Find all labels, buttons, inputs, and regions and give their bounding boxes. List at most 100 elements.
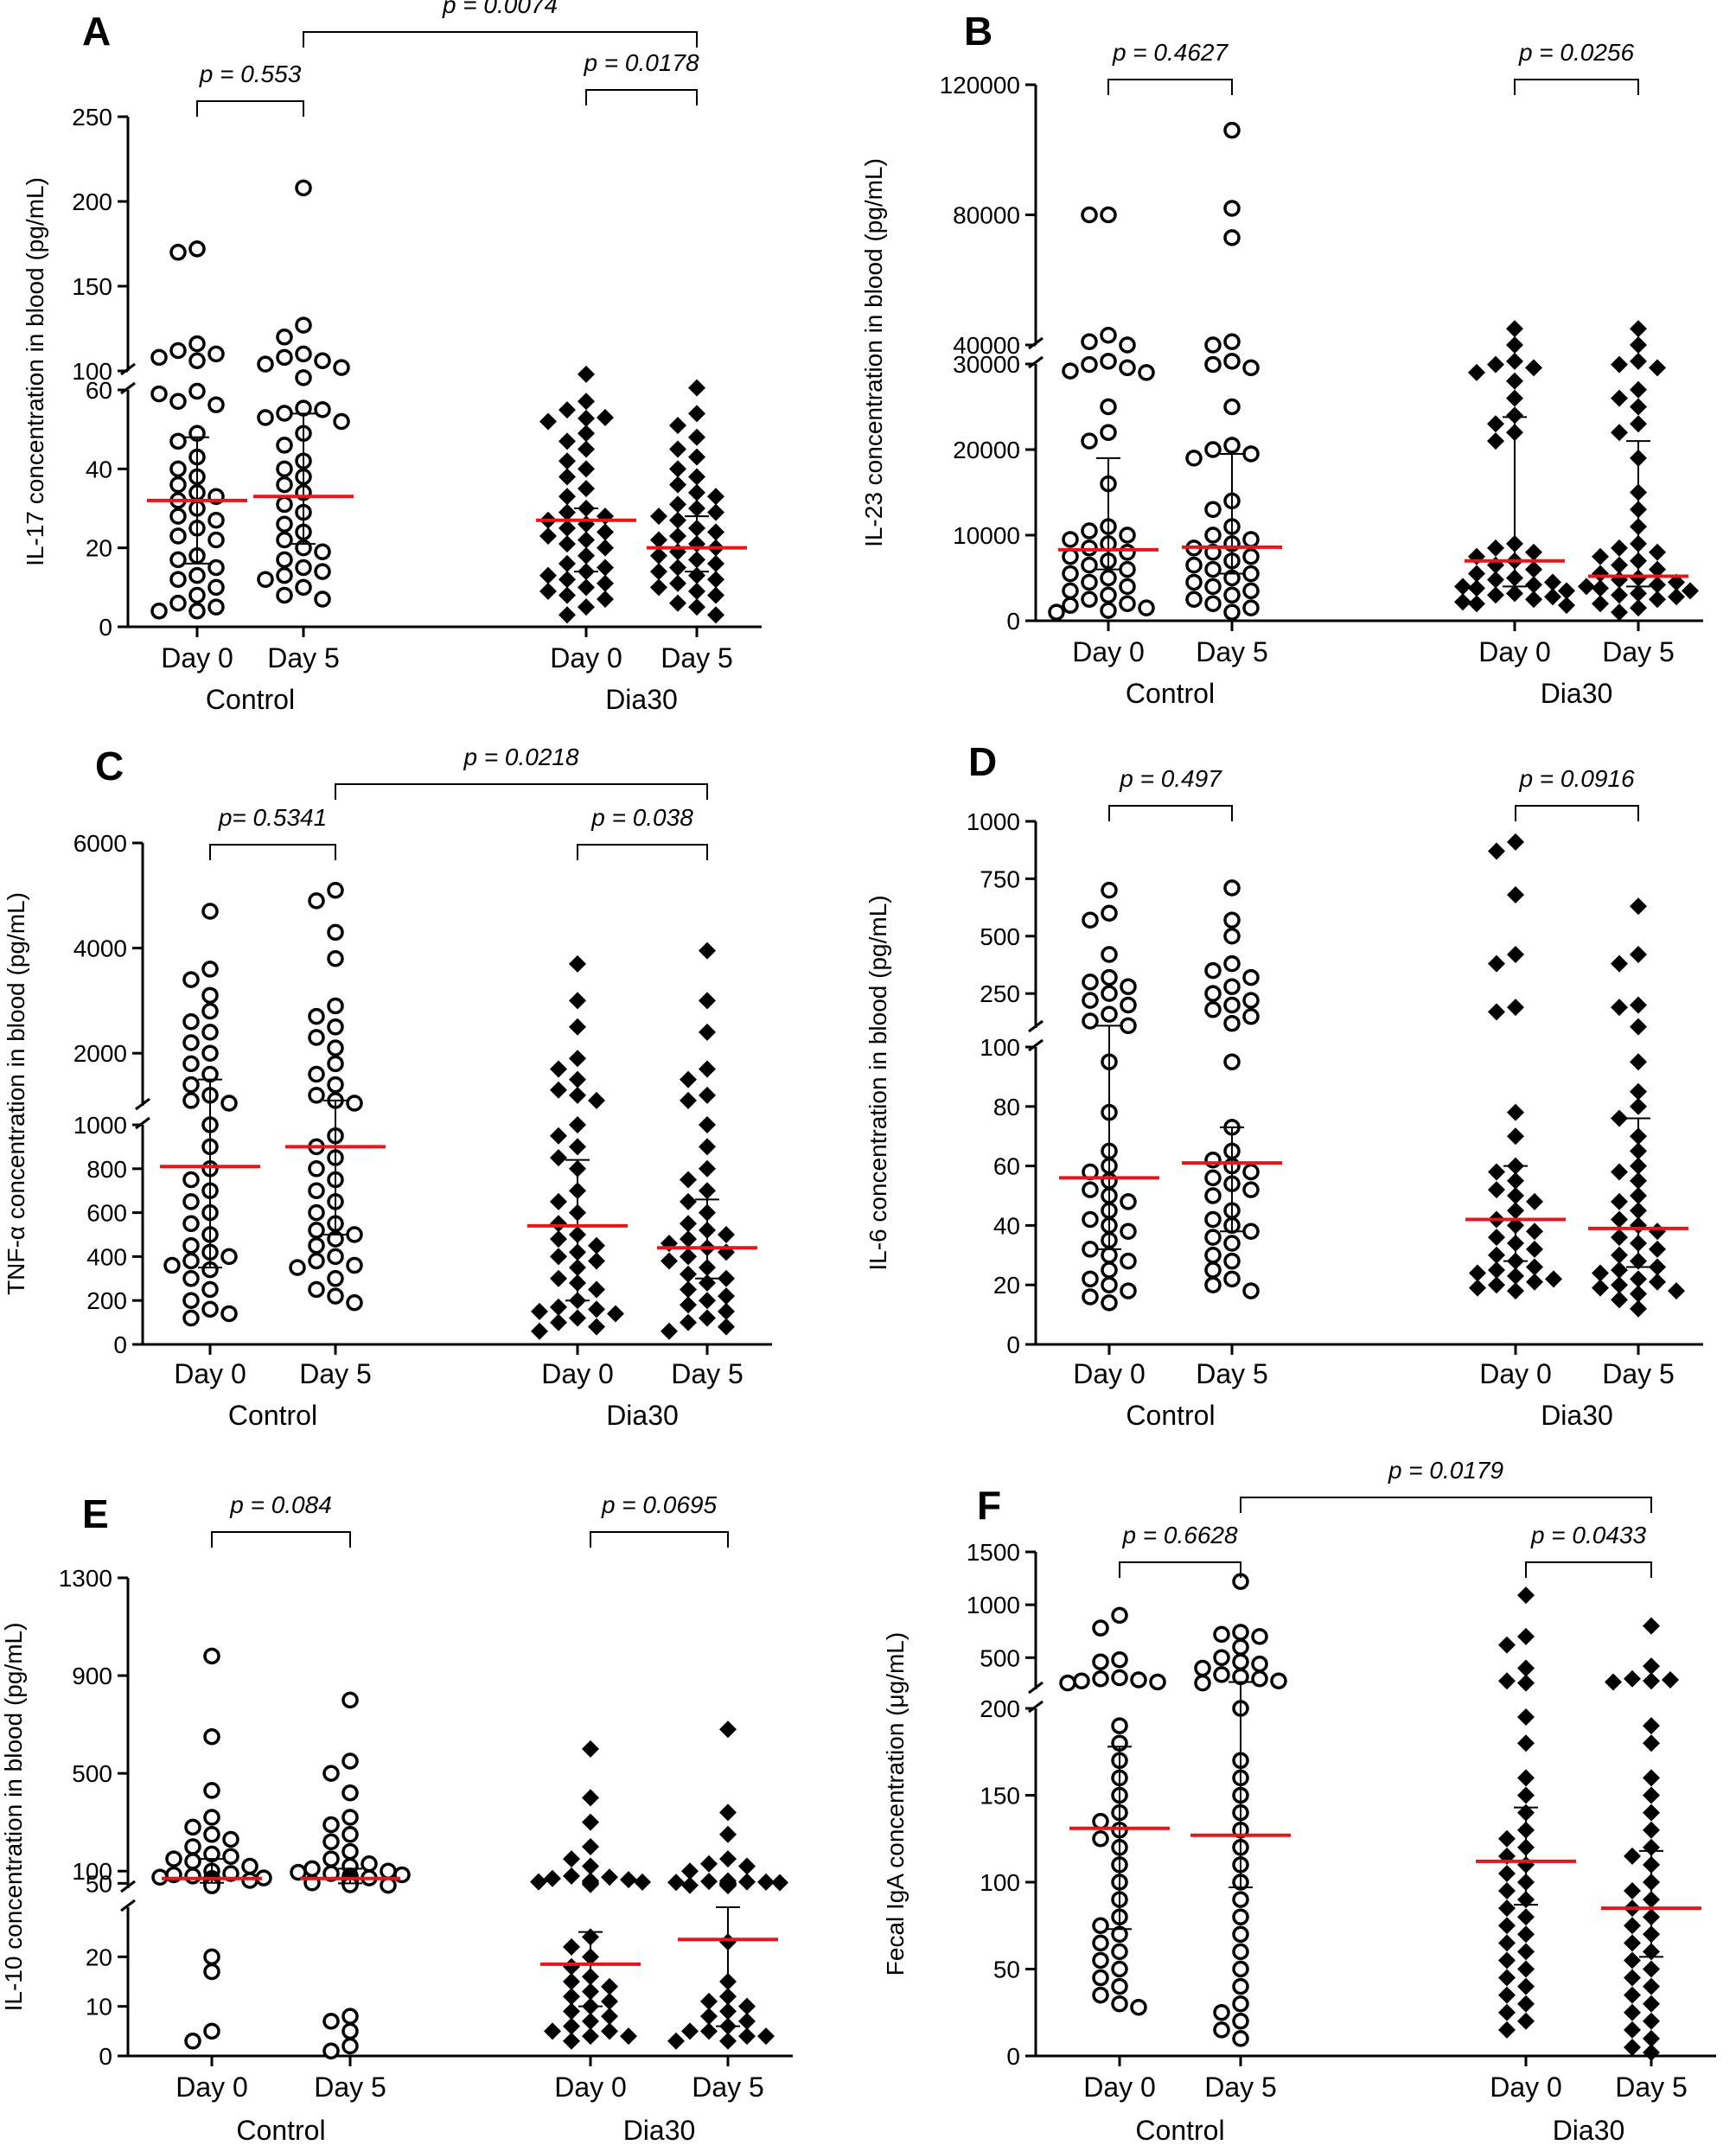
data-point bbox=[578, 425, 595, 443]
y-axis-label: IL-17 concentration in blood (pg/mL) bbox=[22, 177, 48, 566]
data-point bbox=[1101, 881, 1118, 899]
data-point bbox=[1558, 582, 1575, 600]
data-point bbox=[327, 923, 344, 942]
data-point bbox=[1223, 1252, 1241, 1270]
data-point bbox=[597, 508, 614, 526]
data-point bbox=[1517, 1995, 1535, 2013]
y-tick-label: 40000 bbox=[953, 332, 1020, 359]
data-point bbox=[1498, 1934, 1516, 1952]
data-point bbox=[650, 546, 667, 565]
data-point bbox=[1624, 1986, 1641, 2004]
y-tick-label: 1000 bbox=[967, 1592, 1020, 1618]
data-point bbox=[1092, 1830, 1109, 1848]
comparison-bracket bbox=[209, 844, 336, 860]
data-point bbox=[308, 1087, 325, 1104]
data-point bbox=[1082, 974, 1099, 991]
series-3 bbox=[527, 954, 628, 1340]
data-point bbox=[558, 571, 576, 589]
data-point bbox=[699, 1116, 716, 1133]
comparison-bracket bbox=[1119, 1561, 1241, 1578]
y-tick-label: 100 bbox=[72, 1858, 112, 1885]
data-point bbox=[188, 566, 206, 584]
data-point bbox=[1204, 1261, 1222, 1279]
data-point bbox=[569, 1070, 586, 1088]
data-point bbox=[757, 2027, 775, 2046]
data-point bbox=[1526, 1273, 1543, 1291]
data-point bbox=[1517, 2012, 1535, 2030]
category-label: Day 5 bbox=[267, 642, 340, 674]
data-point bbox=[1611, 1192, 1628, 1210]
data-point bbox=[1517, 1960, 1535, 1978]
data-point bbox=[1592, 1279, 1609, 1297]
data-point bbox=[1545, 1270, 1562, 1288]
data-point bbox=[1082, 1270, 1099, 1288]
data-point bbox=[314, 563, 331, 580]
data-point bbox=[582, 2027, 599, 2046]
y-tick-label: 1500 bbox=[967, 1539, 1020, 1566]
series-3 bbox=[530, 1740, 651, 2050]
data-point bbox=[1592, 565, 1609, 583]
data-point bbox=[1100, 602, 1117, 619]
data-point bbox=[1119, 544, 1136, 561]
data-point bbox=[1242, 599, 1260, 616]
data-point bbox=[1081, 556, 1098, 574]
data-point bbox=[1204, 961, 1222, 980]
data-point bbox=[1498, 2003, 1516, 2021]
data-point bbox=[1213, 2021, 1230, 2039]
data-point bbox=[1506, 584, 1523, 603]
data-point bbox=[738, 2027, 756, 2046]
data-point bbox=[1544, 588, 1561, 606]
data-point bbox=[1232, 1908, 1249, 1925]
data-point bbox=[169, 508, 187, 525]
data-point bbox=[669, 527, 686, 545]
data-point bbox=[1119, 578, 1136, 596]
data-point bbox=[201, 903, 219, 920]
axis-break-mark bbox=[1028, 1681, 1044, 1695]
y-tick-label: 500 bbox=[980, 923, 1020, 950]
data-point bbox=[1242, 992, 1260, 1009]
y-axis-label: IL-6 concentration in blood (pg/mL) bbox=[865, 895, 891, 1270]
data-point bbox=[669, 511, 686, 529]
data-point bbox=[341, 1691, 359, 1709]
data-point bbox=[1649, 560, 1666, 578]
data-point bbox=[1454, 578, 1471, 596]
data-point bbox=[1624, 2038, 1641, 2056]
data-point bbox=[582, 1813, 599, 1831]
data-point bbox=[1488, 1003, 1505, 1021]
comparison-bracket bbox=[1107, 79, 1233, 95]
data-point bbox=[1092, 1812, 1109, 1830]
data-point bbox=[1525, 359, 1542, 377]
data-point bbox=[718, 1318, 735, 1336]
series-4 bbox=[647, 379, 747, 624]
data-point bbox=[203, 1963, 220, 1981]
data-point bbox=[257, 409, 274, 426]
category-label: Day 5 bbox=[661, 642, 733, 674]
data-point bbox=[1204, 501, 1222, 519]
data-point bbox=[588, 1280, 605, 1299]
y-tick-label: 400 bbox=[86, 1243, 127, 1270]
data-point bbox=[1081, 432, 1098, 450]
data-point bbox=[597, 539, 614, 557]
data-point bbox=[650, 531, 667, 549]
data-point bbox=[563, 2002, 580, 2021]
axis-break-mark bbox=[120, 1899, 136, 1912]
data-point bbox=[578, 365, 595, 383]
data-point bbox=[578, 440, 595, 458]
data-point bbox=[1630, 415, 1647, 433]
data-point bbox=[1643, 2043, 1660, 2061]
comparison-bracket bbox=[1514, 79, 1639, 95]
axis-break-mark bbox=[135, 1116, 150, 1130]
data-point bbox=[1213, 1649, 1230, 1667]
data-point bbox=[681, 2022, 699, 2040]
data-point bbox=[1223, 954, 1241, 973]
data-point bbox=[680, 1280, 697, 1299]
data-point bbox=[1526, 1223, 1543, 1241]
data-point bbox=[680, 1248, 697, 1266]
y-tick-label: 30000 bbox=[953, 351, 1020, 378]
data-point bbox=[276, 348, 293, 367]
data-point bbox=[322, 1816, 340, 1834]
category-label: Day 5 bbox=[1196, 636, 1268, 667]
category-label: Day 0 bbox=[1478, 636, 1551, 667]
